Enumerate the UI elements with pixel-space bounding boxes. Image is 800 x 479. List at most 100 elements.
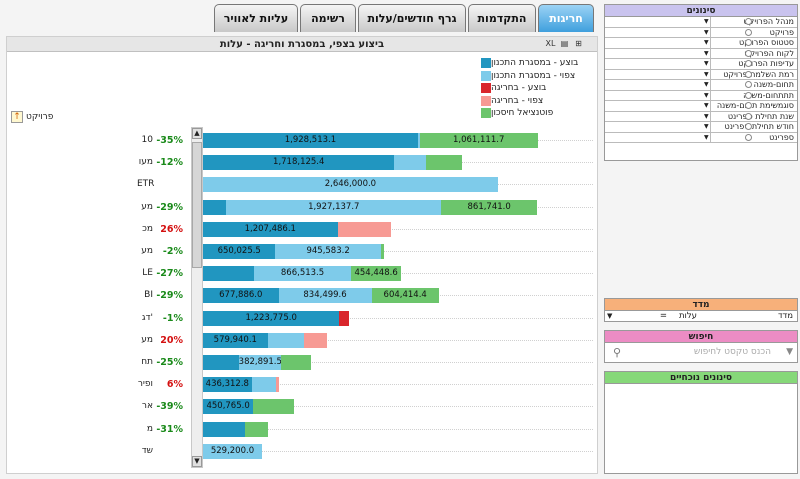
- export-excel-icon[interactable]: XL: [545, 39, 556, 48]
- bar-segment[interactable]: [203, 266, 255, 282]
- chevron-down-icon[interactable]: ▼: [704, 28, 709, 36]
- filter-row[interactable]: מנהל הפרויקט ▼: [605, 17, 797, 28]
- radio-icon[interactable]: [745, 70, 752, 78]
- filter-row[interactable]: תחום-משנה ▼: [605, 80, 797, 91]
- bar-segment[interactable]: [267, 332, 305, 348]
- chevron-down-icon[interactable]: ▼: [704, 91, 709, 99]
- category-label[interactable]: דג': [141, 312, 153, 323]
- bar-segment[interactable]: [419, 133, 538, 148]
- bar-segment[interactable]: [339, 310, 350, 326]
- radio-icon[interactable]: [745, 18, 752, 25]
- category-label[interactable]: ופיר: [137, 379, 153, 390]
- bar-segment[interactable]: [203, 177, 498, 193]
- bar-segment[interactable]: [203, 155, 395, 171]
- radio-icon[interactable]: [745, 39, 752, 46]
- bar-segment[interactable]: [253, 399, 295, 415]
- chart-scrollbar[interactable]: ▲ ▼: [191, 127, 203, 468]
- radio-icon[interactable]: [745, 60, 752, 67]
- chevron-down-icon[interactable]: ▼: [704, 70, 709, 78]
- category-label[interactable]: מ: [146, 423, 153, 434]
- category-label[interactable]: ETR: [137, 179, 155, 190]
- drill-up-icon[interactable]: ↑: [11, 111, 23, 123]
- chevron-down-icon[interactable]: ▼: [704, 49, 709, 57]
- radio-icon[interactable]: [745, 102, 752, 109]
- bar-segment[interactable]: [276, 377, 280, 393]
- bar-segment[interactable]: [203, 332, 268, 348]
- radio-icon[interactable]: [745, 112, 752, 120]
- chevron-down-icon[interactable]: ▼: [786, 347, 793, 357]
- filter-row[interactable]: עדיפות הפרויקט ▼: [605, 59, 797, 70]
- bar-segment[interactable]: [254, 266, 351, 282]
- category-label[interactable]: מע: [141, 334, 153, 345]
- bar-segment[interactable]: [203, 288, 279, 304]
- category-label[interactable]: מעו: [138, 157, 153, 168]
- tab-air-costs[interactable]: עליות לאוויר: [214, 4, 298, 32]
- tab-exceptions[interactable]: חריגות: [538, 4, 594, 32]
- bar-segment[interactable]: [203, 377, 252, 393]
- bar-segment[interactable]: [203, 133, 418, 148]
- bar-segment[interactable]: [203, 355, 239, 370]
- chevron-down-icon[interactable]: ▼: [704, 39, 709, 46]
- bar-segment[interactable]: [203, 221, 338, 237]
- bar-segment[interactable]: [203, 443, 262, 459]
- radio-icon[interactable]: [745, 123, 752, 130]
- bar-segment[interactable]: [278, 288, 372, 304]
- category-label[interactable]: BI: [144, 290, 153, 301]
- filter-row[interactable]: ספרינט ▼: [605, 132, 797, 143]
- filter-row[interactable]: סוגמשימת תחום-משנה ▼: [605, 101, 797, 112]
- bar-segment[interactable]: [304, 332, 327, 348]
- bar-segment[interactable]: [245, 421, 268, 437]
- bar-segment[interactable]: [380, 244, 385, 259]
- category-label[interactable]: מע: [141, 246, 153, 256]
- scroll-thumb[interactable]: [192, 142, 202, 268]
- bar-segment[interactable]: [226, 199, 442, 215]
- tab-progress[interactable]: התקדמות: [468, 4, 536, 32]
- radio-icon[interactable]: [745, 133, 752, 141]
- measure-select[interactable]: מדד = עלות ▼: [605, 311, 797, 322]
- bar-segment[interactable]: [203, 199, 227, 215]
- radio-icon[interactable]: [745, 81, 752, 88]
- category-label[interactable]: אר: [141, 401, 153, 412]
- chevron-down-icon[interactable]: ▼: [607, 312, 613, 320]
- bar-segment[interactable]: [281, 355, 312, 370]
- radio-icon[interactable]: [745, 28, 752, 36]
- chevron-down-icon[interactable]: ▼: [704, 123, 709, 130]
- category-label[interactable]: 10: [141, 135, 153, 145]
- scroll-up-icon[interactable]: ▲: [192, 128, 202, 139]
- bar-segment[interactable]: [251, 377, 277, 393]
- bar-segment[interactable]: [417, 133, 420, 148]
- print-icon[interactable]: ▤: [560, 39, 569, 48]
- radio-icon[interactable]: [745, 49, 752, 57]
- filter-row[interactable]: שנת תחילת ספרינט ▼: [605, 111, 797, 122]
- bar-segment[interactable]: [371, 288, 439, 304]
- filter-row[interactable]: תתתחום-משנה ▼: [605, 90, 797, 101]
- bar-segment[interactable]: [275, 244, 381, 259]
- chevron-down-icon[interactable]: ▼: [704, 60, 709, 67]
- category-label[interactable]: מע: [141, 201, 153, 212]
- tab-list[interactable]: רשימה: [300, 4, 356, 32]
- maximize-icon[interactable]: ⊞: [575, 39, 582, 48]
- bar-segment[interactable]: [350, 266, 402, 282]
- scroll-down-icon[interactable]: ▼: [192, 456, 202, 467]
- chevron-down-icon[interactable]: ▼: [704, 133, 709, 141]
- filter-row[interactable]: פרויקט ▼: [605, 27, 797, 38]
- category-label[interactable]: תח: [141, 357, 153, 367]
- chevron-down-icon[interactable]: ▼: [704, 81, 709, 88]
- bar-segment[interactable]: [441, 199, 538, 215]
- filter-row[interactable]: לקוח הפרויקט ▼: [605, 48, 797, 59]
- search-input[interactable]: הכנס טקסט לחיפוש ⚲ ▼: [605, 343, 797, 362]
- tab-months-cost-chart[interactable]: גרף חודשים/עלות: [358, 4, 466, 32]
- search-icon[interactable]: ⚲: [613, 346, 622, 359]
- bar-segment[interactable]: [394, 155, 426, 171]
- bar-segment[interactable]: [203, 399, 254, 415]
- chevron-down-icon[interactable]: ▼: [704, 102, 709, 109]
- filter-row[interactable]: רמת השלמת פרויקט ▼: [605, 69, 797, 80]
- bar-segment[interactable]: [238, 355, 282, 370]
- filter-row[interactable]: חודש תחילת ספרינט ▼: [605, 122, 797, 133]
- chevron-down-icon[interactable]: ▼: [704, 18, 709, 25]
- category-label[interactable]: שד: [141, 445, 153, 456]
- bar-segment[interactable]: [203, 421, 246, 437]
- category-label[interactable]: LE: [142, 268, 153, 279]
- radio-icon[interactable]: [745, 91, 752, 99]
- chevron-down-icon[interactable]: ▼: [704, 112, 709, 120]
